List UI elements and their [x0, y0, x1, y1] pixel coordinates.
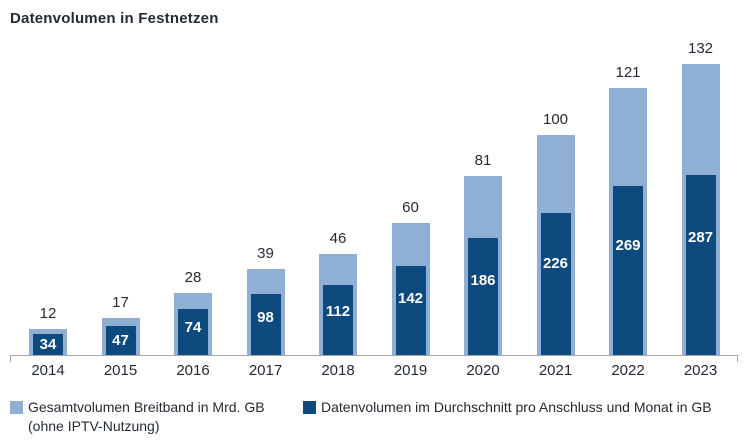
per-connection-value-label: 226: [542, 255, 569, 272]
per-connection-bar: 287: [685, 175, 716, 355]
legend-item-per-connection: Datenvolumen im Durchschnitt pro Anschlu…: [303, 398, 743, 417]
per-connection-value-label: 74: [184, 319, 202, 336]
x-axis-tick-left: [10, 355, 11, 362]
year-label: 2015: [103, 362, 138, 379]
total-value-label: 39: [257, 245, 274, 262]
legend-label-total-line1: Gesamtvolumen Breitband in Mrd. GB: [28, 399, 265, 415]
year-label: 2023: [683, 362, 718, 379]
legend-swatch-per-connection: [303, 401, 316, 414]
per-connection-value-label: 112: [325, 303, 351, 320]
total-value-label: 28: [184, 269, 202, 286]
per-connection-bar: 47: [105, 326, 136, 355]
legend: Gesamtvolumen Breitband in Mrd. GB (ohne…: [0, 396, 750, 445]
year-label: 2020: [466, 362, 500, 379]
per-connection-value-label: 34: [39, 336, 57, 353]
per-connection-bar: 112: [323, 285, 353, 355]
total-value-label: 17: [112, 294, 129, 311]
total-value-label: 100: [542, 111, 569, 128]
legend-label-total: Gesamtvolumen Breitband in Mrd. GB (ohne…: [28, 398, 265, 436]
per-connection-value-label: 98: [257, 309, 274, 326]
total-value-label: 81: [474, 152, 492, 169]
per-connection-value-label: 269: [615, 237, 641, 254]
per-connection-value-label: 142: [397, 290, 424, 307]
year-label: 2021: [538, 362, 573, 379]
total-value-label: 121: [615, 64, 641, 81]
year-label: 2019: [393, 362, 428, 379]
per-connection-bar: 226: [540, 213, 571, 355]
year-label: 2017: [248, 362, 283, 379]
x-axis-tick-right: [737, 355, 738, 362]
per-connection-bar: 74: [178, 309, 208, 355]
per-connection-bar: 186: [468, 238, 498, 355]
year-label: 2022: [611, 362, 645, 379]
per-connection-bar: 34: [33, 334, 63, 355]
year-label: 2018: [321, 362, 355, 379]
per-connection-value-label: 287: [687, 229, 714, 246]
total-value-label: 132: [687, 40, 714, 57]
year-label: 2016: [176, 362, 210, 379]
year-label: 2014: [31, 362, 65, 379]
per-connection-bar: 142: [395, 266, 426, 355]
legend-label-total-line2: (ohne IPTV-Nutzung): [28, 418, 160, 434]
per-connection-value-label: 47: [112, 332, 129, 349]
legend-item-total: Gesamtvolumen Breitband in Mrd. GB (ohne…: [10, 398, 300, 436]
per-connection-value-label: 186: [470, 272, 496, 289]
per-connection-bar: 269: [613, 186, 643, 355]
x-axis-line: [10, 355, 738, 356]
legend-label-per-connection: Datenvolumen im Durchschnitt pro Anschlu…: [321, 399, 712, 415]
total-value-label: 46: [329, 230, 347, 247]
chart-title: Datenvolumen in Festnetzen: [10, 10, 219, 27]
legend-swatch-total: [10, 401, 23, 414]
per-connection-bar: 98: [250, 294, 281, 355]
plot-area: 12 34 17 47 28 74 39 98 46 112 60 142 81 186 100 226 121…: [10, 40, 738, 356]
total-value-label: 12: [39, 305, 57, 322]
total-value-label: 60: [402, 199, 419, 216]
